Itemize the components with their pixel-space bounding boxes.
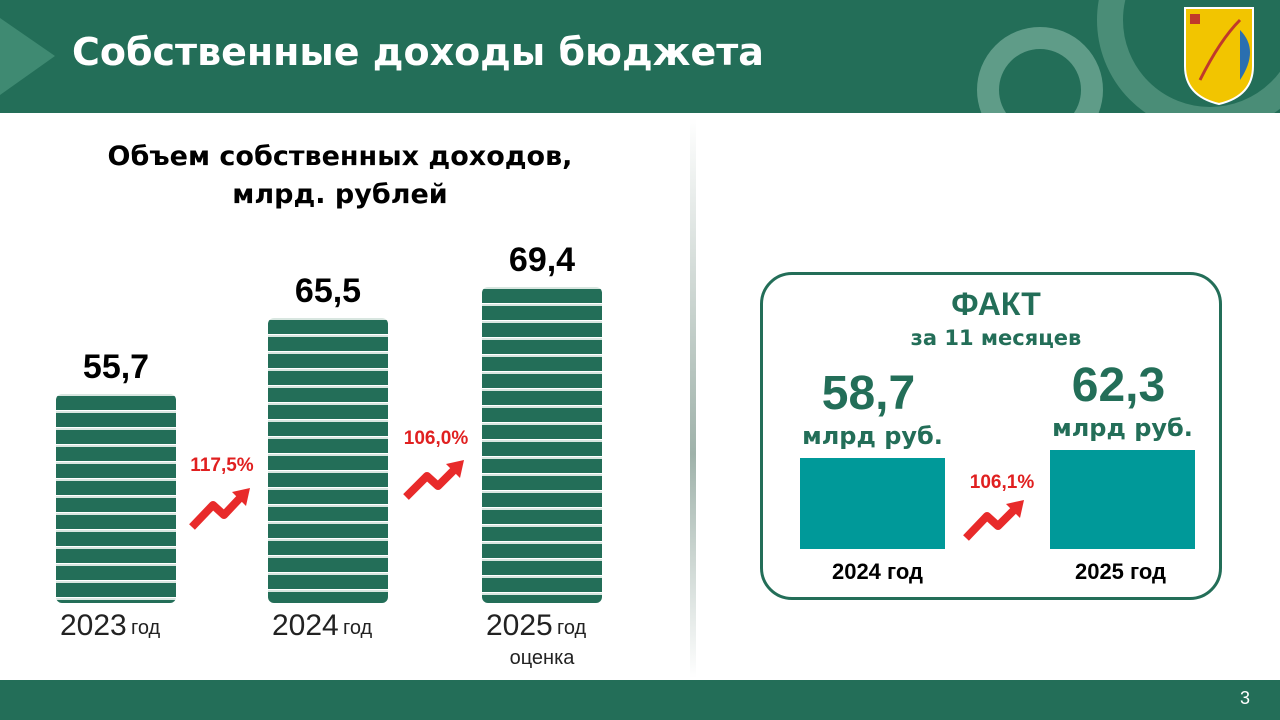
- value-label: 58,7: [821, 366, 916, 420]
- page-number: 3: [1239, 688, 1250, 708]
- bar: [800, 457, 945, 549]
- x-tick-label: 2024: [272, 609, 339, 642]
- growth-annotation: 117,5%: [190, 455, 254, 476]
- bar: [1050, 449, 1195, 549]
- x-tick-label: 2025: [486, 609, 553, 642]
- estimate-label: оценка: [509, 647, 575, 669]
- coin-stack: [482, 287, 602, 603]
- header-decor: [0, 0, 1280, 113]
- x-tick-label: 2023: [60, 609, 127, 642]
- chart-title: Объем собственных доходов, млрд. рублей: [107, 141, 573, 210]
- category-unit: год: [131, 617, 161, 639]
- value-label: 69,4: [508, 241, 576, 280]
- unit-label: млрд руб.: [1052, 413, 1193, 442]
- category-unit: год: [343, 617, 373, 639]
- header: [0, 0, 1280, 113]
- growth-annotation: 106,0%: [403, 428, 469, 449]
- coin-stack: [56, 394, 176, 603]
- chart-subtitle: за 11 месяцев: [910, 326, 1082, 350]
- divider: [690, 118, 696, 678]
- value-label: 65,5: [294, 271, 362, 310]
- slide-title: Собственные доходы бюджета: [72, 30, 764, 74]
- value-label: 55,7: [82, 348, 150, 387]
- value-label: 62,3: [1071, 358, 1166, 412]
- chart-title: ФАКТ: [951, 286, 1041, 322]
- x-tick-label: 2025 год: [1074, 559, 1167, 584]
- coin-stack: [268, 317, 388, 603]
- x-tick-label: 2024 год: [831, 559, 924, 584]
- unit-label: млрд руб.: [802, 421, 943, 450]
- category-unit: год: [557, 617, 587, 639]
- fact-box: [760, 272, 1222, 600]
- growth-annotation: 106,1%: [969, 472, 1035, 493]
- footer: [0, 680, 1280, 720]
